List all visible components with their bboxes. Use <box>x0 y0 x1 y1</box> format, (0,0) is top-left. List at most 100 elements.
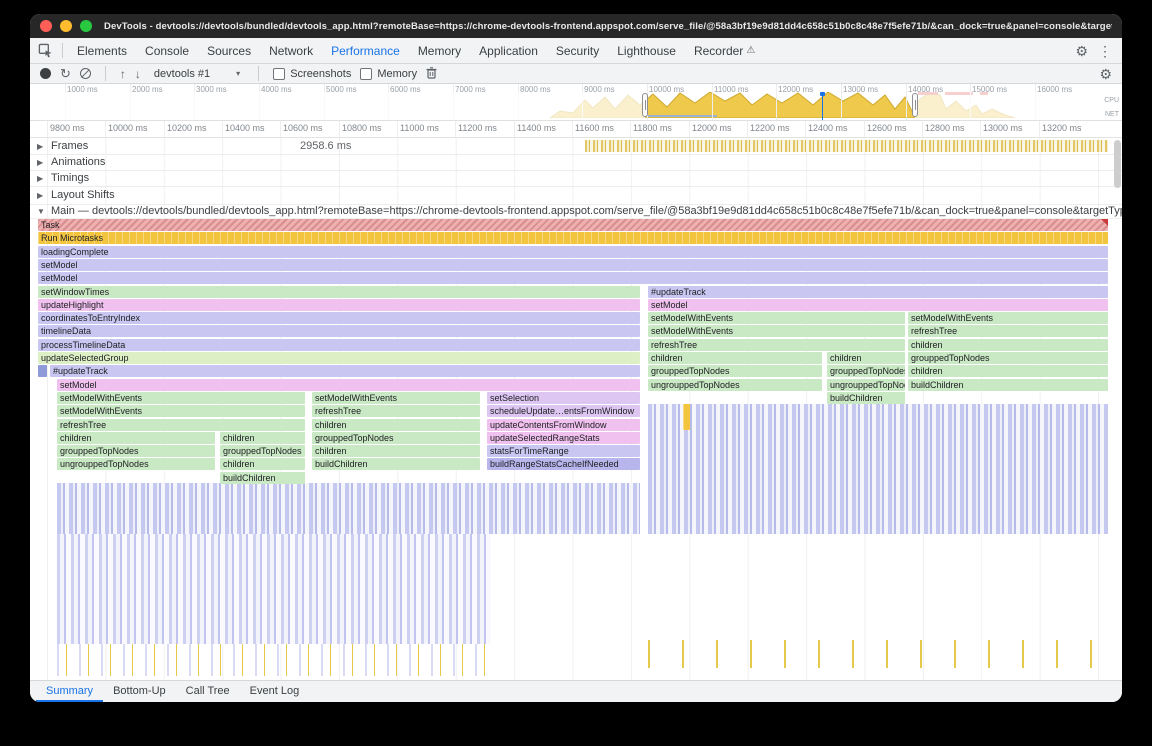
trash-icon[interactable] <box>426 66 437 81</box>
flame-bar[interactable]: setModelWithEvents <box>57 391 305 404</box>
flame-bar[interactable]: setModelWithEvents <box>648 325 905 338</box>
record-button[interactable] <box>40 68 51 79</box>
minimize-window-button[interactable] <box>60 20 72 32</box>
flame-bar[interactable]: buildChildren <box>312 458 480 471</box>
flame-bar[interactable]: setModelWithEvents <box>57 405 305 418</box>
flame-bar[interactable]: setModel <box>57 378 640 391</box>
flame-bar[interactable]: ungrouppedTopNodes <box>57 458 215 471</box>
flame-bar[interactable]: grouppedTopNodes <box>312 431 480 444</box>
tab-summary[interactable]: Summary <box>36 681 103 702</box>
flame-bar[interactable]: updateContentsFromWindow <box>487 418 640 431</box>
flame-bar[interactable]: children <box>312 418 480 431</box>
flame-bar[interactable]: updateSelectedRangeStats <box>487 431 640 444</box>
flame-bar[interactable]: grouppedTopNodes <box>908 352 1108 364</box>
tab-security[interactable]: Security <box>547 38 608 63</box>
tab-network[interactable]: Network <box>260 38 322 63</box>
flame-bar[interactable]: statsForTimeRange <box>487 445 640 458</box>
disclosure-triangle-icon[interactable]: ▶ <box>37 173 44 183</box>
flame-bar[interactable]: grouppedTopNodes <box>57 445 215 458</box>
flame-bar[interactable]: setSelection <box>487 391 640 404</box>
flame-bar[interactable]: buildChildren <box>908 378 1108 391</box>
flame-bar[interactable]: updateSelectedGroup <box>38 352 640 364</box>
flame-bar[interactable]: setModelWithEvents <box>312 391 480 404</box>
tab-recorder[interactable]: Recorder ⚠ <box>685 38 764 63</box>
flame-bar[interactable]: loadingComplete <box>38 245 1108 258</box>
selection-handle-left[interactable] <box>642 93 648 117</box>
track-animations[interactable]: ▶ Animations <box>30 154 1122 171</box>
tab-event-log[interactable]: Event Log <box>249 685 300 697</box>
flame-bar[interactable]: timelineData <box>38 325 640 338</box>
flame-bar[interactable]: #updateTrack <box>648 285 1108 298</box>
track-layout-shifts[interactable]: ▶ Layout Shifts <box>30 186 1122 205</box>
save-profile-icon[interactable]: ↓ <box>134 66 141 81</box>
flame-bar[interactable]: coordinatesToEntryIndex <box>38 312 640 325</box>
disclosure-triangle-icon[interactable]: ▶ <box>37 190 44 200</box>
flame-bar[interactable]: Run Microtasks <box>38 232 1108 245</box>
flame-bar[interactable]: children <box>220 458 305 471</box>
flame-bar[interactable]: ungrouppedTopNodes <box>648 378 822 391</box>
checkbox-box[interactable] <box>360 67 373 80</box>
vertical-scrollbar[interactable] <box>1114 140 1121 678</box>
flame-bar[interactable]: grouppedTopNodes <box>648 365 822 378</box>
flame-bar[interactable]: setWindowTimes <box>38 285 640 298</box>
flame-bar[interactable]: children <box>908 365 1108 378</box>
disclosure-triangle-icon[interactable]: ▶ <box>37 141 44 151</box>
reload-and-record-icon[interactable]: ↻ <box>60 66 71 81</box>
window-titlebar[interactable]: DevTools - devtools://devtools/bundled/d… <box>30 14 1122 38</box>
flame-bar[interactable]: processTimelineData <box>38 338 640 351</box>
flame-bar[interactable]: refreshTree <box>312 405 480 418</box>
scrollbar-thumb[interactable] <box>1114 140 1121 188</box>
flame-bar[interactable]: buildChildren <box>827 391 905 404</box>
flame-bar[interactable]: updateHighlight <box>38 298 640 311</box>
flame-texture[interactable] <box>57 644 491 676</box>
timeline-overview[interactable]: 1000 ms 2000 ms 3000 ms 4000 ms 5000 ms 6000 … <box>30 84 1122 121</box>
load-profile-icon[interactable]: ↑ <box>119 66 126 81</box>
tab-elements[interactable]: Elements <box>68 38 136 63</box>
tab-call-tree[interactable]: Call Tree <box>185 685 230 697</box>
flame-bar[interactable]: refreshTree <box>57 418 305 431</box>
tab-performance[interactable]: Performance <box>322 38 409 63</box>
track-timings[interactable]: ▶ Timings <box>30 170 1122 187</box>
flame-bar[interactable]: buildChildren <box>220 471 305 484</box>
flame-bar[interactable]: setModel <box>38 258 1108 271</box>
zoom-window-button[interactable] <box>80 20 92 32</box>
tab-sources[interactable]: Sources <box>198 38 260 63</box>
flame-bar[interactable]: children <box>312 445 480 458</box>
flame-bar[interactable]: setModel <box>648 298 1108 311</box>
disclosure-triangle-icon[interactable]: ▶ <box>37 157 44 167</box>
flame-bar[interactable]: children <box>827 352 905 364</box>
flame-bar[interactable]: scheduleUpdate…entsFromWindow <box>487 405 640 418</box>
close-window-button[interactable] <box>40 20 52 32</box>
tab-lighthouse[interactable]: Lighthouse <box>608 38 685 63</box>
flame-texture[interactable] <box>57 534 491 644</box>
flame-texture[interactable] <box>585 140 1108 152</box>
track-main[interactable]: ▼ Main — devtools://devtools/bundled/dev… <box>30 204 1122 219</box>
flame-bar[interactable] <box>38 365 47 378</box>
flame-bar[interactable]: children <box>908 338 1108 351</box>
clear-icon[interactable] <box>79 68 91 79</box>
flame-texture[interactable] <box>648 404 1108 534</box>
flame-bar[interactable]: grouppedTopNodes <box>827 365 905 378</box>
flame-bar[interactable]: setModelWithEvents <box>908 312 1108 325</box>
track-frames[interactable]: ▶ Frames 2958.6 ms <box>30 138 1122 155</box>
more-options-icon[interactable]: ⋮ <box>1098 42 1112 59</box>
flame-texture[interactable] <box>648 640 1108 668</box>
flame-bar[interactable]: grouppedTopNodes <box>220 445 305 458</box>
flame-bar[interactable]: buildRangeStatsCacheIfNeeded <box>487 458 640 471</box>
checkbox-box[interactable] <box>273 67 286 80</box>
inspect-element-icon[interactable] <box>38 43 53 58</box>
flame-bar[interactable]: refreshTree <box>908 325 1108 338</box>
tab-memory[interactable]: Memory <box>409 38 470 63</box>
flame-bar[interactable]: setModel <box>38 272 1108 285</box>
memory-checkbox[interactable]: Memory <box>360 67 417 80</box>
capture-settings-gear-icon[interactable]: ⚙ <box>1099 65 1112 82</box>
flame-bar[interactable] <box>683 404 690 430</box>
flame-bar[interactable]: #updateTrack <box>50 365 640 378</box>
flame-bar[interactable]: refreshTree <box>648 338 905 351</box>
screenshots-checkbox[interactable]: Screenshots <box>273 67 351 80</box>
history-select[interactable]: devtools #1 ▾ <box>150 67 244 81</box>
flame-bar[interactable]: Task <box>38 219 1108 231</box>
tab-bottom-up[interactable]: Bottom-Up <box>113 685 166 697</box>
flame-texture[interactable] <box>57 483 640 534</box>
settings-gear-icon[interactable]: ⚙ <box>1075 42 1088 59</box>
